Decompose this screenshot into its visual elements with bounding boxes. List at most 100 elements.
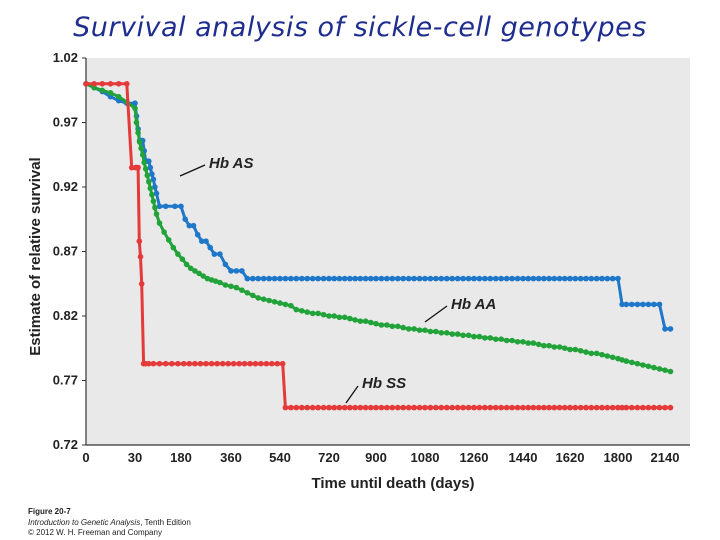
data-point-hbas	[260, 275, 267, 282]
x-tick-label: 720	[318, 450, 340, 465]
data-point-hbas	[304, 275, 311, 282]
data-point-hbaa	[239, 287, 245, 294]
data-point-hbss	[629, 404, 635, 411]
data-point-hbas	[449, 275, 456, 282]
data-point-hbaa	[222, 282, 229, 288]
data-point-hbas	[514, 275, 521, 282]
data-point-hbas	[336, 275, 343, 282]
y-tick-label: 1.02	[53, 50, 78, 65]
data-point-hbss	[331, 404, 338, 411]
data-point-hbaa	[651, 364, 657, 371]
data-point-hbss	[609, 404, 616, 411]
figure-caption: Figure 20-7 Introduction to Genetic Anal…	[28, 507, 191, 539]
data-point-hbaa	[293, 306, 300, 313]
data-point-hbaa	[525, 340, 531, 346]
data-point-hbss	[128, 164, 135, 171]
book-title: Introduction to Genetic Analysis	[28, 517, 141, 527]
data-point-hbas	[416, 275, 423, 282]
data-point-hbas	[503, 275, 510, 282]
data-point-hbss	[535, 404, 542, 411]
data-point-hbas	[662, 326, 668, 332]
copyright-line: © 2012 W. H. Freeman and Company	[28, 528, 162, 537]
data-point-hbas	[411, 275, 417, 282]
data-point-hbaa	[535, 341, 542, 348]
data-point-hbss	[83, 81, 89, 87]
data-point-hbas	[438, 275, 445, 282]
data-point-hbss	[395, 404, 401, 411]
data-point-hbss	[288, 404, 294, 411]
data-point-hbas	[239, 268, 245, 274]
data-point-hbas	[222, 261, 229, 268]
data-point-hbas	[347, 275, 353, 282]
data-point-hbas	[577, 275, 584, 282]
data-point-hbas	[471, 275, 477, 282]
data-point-hbaa	[352, 317, 358, 323]
data-point-hbaa	[362, 318, 369, 325]
data-point-hbss	[136, 238, 143, 244]
data-point-hbas	[427, 275, 434, 282]
data-point-hbaa	[138, 145, 144, 152]
data-point-hbss	[525, 404, 531, 411]
data-point-hbas	[465, 275, 472, 282]
data-point-hbss	[546, 404, 552, 411]
data-point-hbas	[326, 275, 332, 282]
data-point-hbas	[541, 275, 547, 282]
data-point-hbss	[269, 360, 275, 367]
data-point-hbaa	[368, 319, 374, 326]
data-point-hbaa	[460, 332, 466, 339]
data-point-hbas	[482, 275, 488, 282]
data-point-hbaa	[304, 309, 311, 315]
data-point-hbas	[147, 164, 154, 171]
data-point-hbaa	[315, 310, 321, 317]
data-point-hbss	[651, 404, 657, 411]
data-point-hbss	[175, 360, 181, 367]
data-point-hbas	[509, 275, 515, 282]
series-hbss	[83, 81, 674, 411]
data-point-hbaa	[541, 342, 547, 349]
data-point-hbas	[400, 275, 407, 282]
data-point-hbas	[634, 301, 641, 308]
data-point-hbaa	[629, 359, 635, 366]
data-point-hbaa	[400, 324, 407, 331]
data-point-hbaa	[233, 284, 240, 291]
data-point-hbas	[551, 275, 558, 282]
data-point-hbas	[182, 216, 188, 222]
data-point-hbaa	[149, 191, 155, 198]
data-point-hbaa	[530, 340, 537, 346]
data-point-hbaa	[572, 346, 579, 353]
data-point-hbaa	[183, 261, 190, 268]
data-point-hbss	[336, 404, 343, 411]
data-point-hbas	[599, 275, 605, 282]
data-point-hbas	[207, 244, 213, 251]
data-point-hbss	[476, 404, 483, 411]
figure-number: Figure 20-7	[28, 507, 71, 516]
data-point-hbss	[162, 360, 169, 367]
data-point-hbaa	[503, 337, 510, 344]
y-tick-label: 0.87	[53, 244, 78, 259]
data-point-hbss	[169, 360, 175, 367]
y-tick-label: 0.77	[53, 373, 78, 388]
data-point-hbaa	[146, 179, 152, 185]
data-point-hbaa	[228, 283, 234, 290]
data-point-hbss	[427, 404, 434, 411]
data-point-hbss	[498, 404, 505, 411]
data-point-hbss	[263, 360, 270, 367]
data-point-hbss	[562, 404, 568, 411]
data-point-hbaa	[593, 350, 600, 357]
data-point-hbss	[181, 360, 187, 367]
data-point-hbas	[211, 251, 218, 257]
data-point-hbaa	[320, 311, 327, 318]
data-point-hbss	[623, 404, 630, 411]
data-point-hbaa	[326, 313, 332, 319]
data-point-hbss	[274, 360, 281, 367]
data-point-hbas	[373, 275, 379, 282]
data-point-hbas	[640, 301, 646, 308]
data-point-hbss	[615, 404, 621, 411]
data-point-hbss	[416, 404, 423, 411]
data-point-hbaa	[662, 367, 668, 374]
data-point-hbas	[203, 238, 209, 244]
data-point-hbss	[465, 404, 472, 411]
data-point-hbas	[153, 190, 160, 197]
data-point-hbss	[662, 404, 668, 411]
data-point-hbas	[546, 275, 552, 282]
